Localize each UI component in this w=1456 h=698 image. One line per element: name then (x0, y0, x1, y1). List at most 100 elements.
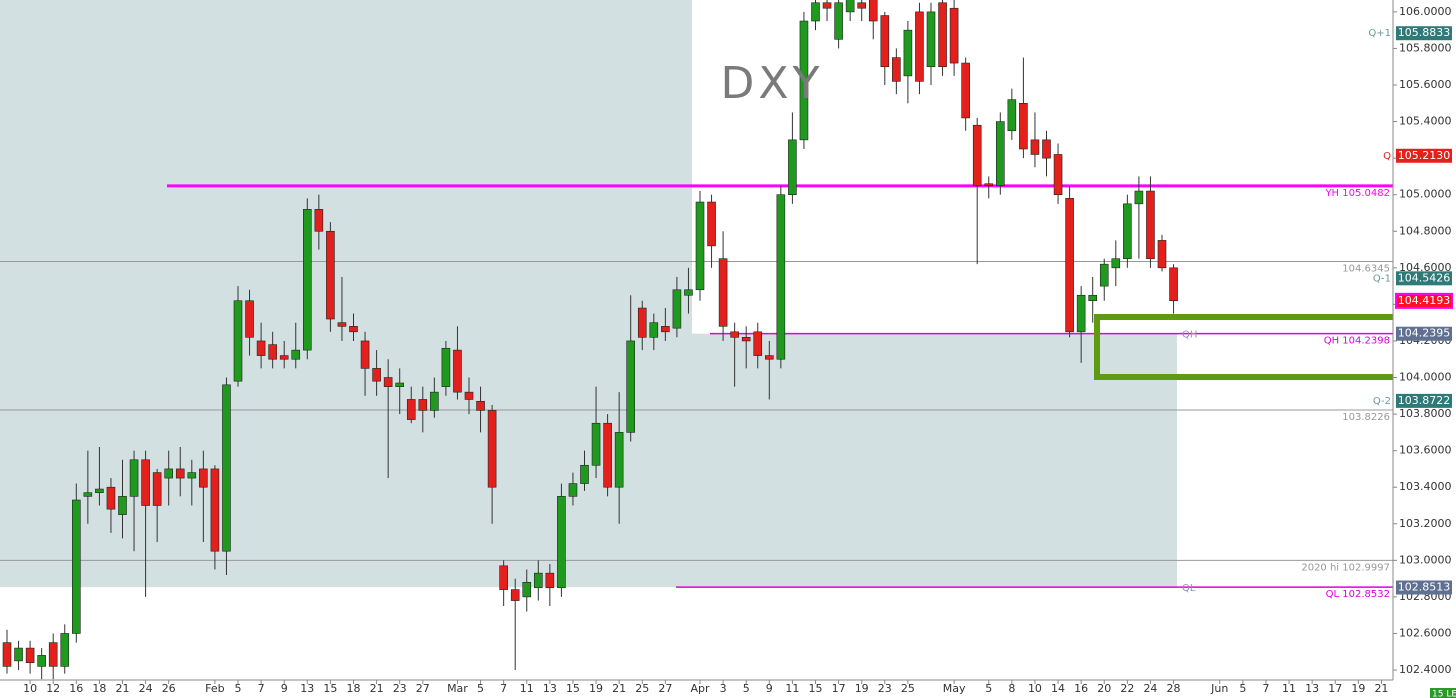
y-tick-label: 105.4000 (1399, 115, 1452, 128)
x-tick-label: 21 (612, 682, 626, 695)
price-tag-label: 104.4193 (1398, 294, 1451, 307)
x-tick-label: 14 (1051, 682, 1065, 695)
candle-body (187, 472, 197, 479)
candle-body (314, 209, 324, 232)
x-tick-label: 12 (46, 682, 60, 695)
y-tick-label: 104.8000 (1399, 224, 1452, 237)
candle-body (533, 572, 543, 589)
x-tick-label: 7 (1262, 682, 1269, 695)
candle-body (383, 377, 393, 387)
x-tick-label: 24 (139, 682, 153, 695)
candle-body (672, 289, 682, 329)
candle-body (718, 258, 728, 327)
candle-body (1169, 267, 1178, 302)
candle-body (903, 29, 913, 77)
x-tick-label: 28 (1167, 682, 1181, 695)
corner-tag-bg (1430, 688, 1456, 698)
candle-body (476, 400, 485, 411)
x-tick-label: 18 (347, 682, 361, 695)
y-tick-label: 106.0000 (1399, 5, 1452, 18)
candle-body (37, 655, 46, 667)
x-tick-label: 9 (281, 682, 288, 695)
candle-body (1088, 294, 1097, 302)
price-tag-label: 105.2130 (1398, 149, 1451, 162)
candle-body (1134, 190, 1144, 205)
candle-body (811, 2, 820, 22)
x-tick-label: 9 (766, 682, 773, 695)
y-tick-label: 103.0000 (1399, 553, 1452, 566)
y-tick-label: 103.2000 (1399, 517, 1452, 530)
x-tick-label: 22 (1120, 682, 1134, 695)
candle-body (499, 565, 508, 590)
level-value: 104.6345 (1342, 264, 1390, 275)
y-tick-label: 105.8000 (1399, 41, 1452, 54)
x-tick-label: 3 (720, 682, 727, 695)
price-tag (1396, 393, 1452, 408)
level-label: 104.6345 (1342, 264, 1390, 275)
candle-body (210, 468, 220, 552)
chart-title: DXY (721, 58, 824, 109)
x-tick-label: 11 (785, 682, 799, 695)
candle-body (822, 2, 832, 9)
price-tag (1396, 580, 1452, 595)
candle-body (268, 344, 277, 360)
candle-body (880, 15, 890, 68)
level-name: QL (1326, 589, 1340, 600)
candle-body (1146, 190, 1155, 259)
level-value: 102.9997 (1342, 562, 1390, 573)
x-tick-label: 26 (162, 682, 176, 695)
y-tick-label: 104.0000 (1399, 371, 1452, 384)
candle-body (510, 589, 520, 601)
candle-body (164, 468, 173, 479)
candles (2, 0, 1178, 680)
level-label: 2020 hi 102.9997 (1301, 562, 1390, 573)
candle-body (141, 459, 150, 506)
candle-body (961, 62, 970, 119)
candle-body (83, 492, 93, 497)
level-name: YH (1324, 188, 1339, 199)
price-tag-label: 104.5426 (1398, 271, 1451, 284)
candle-body (557, 496, 566, 589)
candle-body (545, 572, 555, 589)
y-tick-label: 105.0000 (1399, 188, 1452, 201)
candle-body (938, 2, 947, 68)
candle-body (360, 340, 370, 369)
candle-body (926, 11, 936, 68)
candle-body (48, 642, 58, 667)
candle-body (626, 340, 636, 433)
price-tag-name: Q-1 (1373, 273, 1391, 284)
candle-body (764, 355, 774, 360)
level-name: QH (1324, 336, 1339, 347)
candle-body (129, 459, 139, 497)
candle-body (175, 468, 185, 479)
y-tick-label: 105.6000 (1399, 78, 1452, 91)
x-tick-label: 15 (809, 682, 823, 695)
level-name: QL (1182, 583, 1196, 594)
corner-tag: 15 LE (1432, 690, 1456, 698)
candle-body (695, 201, 705, 291)
candle-body (1053, 154, 1063, 196)
x-tick-label: 15 (566, 682, 580, 695)
price-tag (1396, 271, 1452, 286)
level-label: QH 104.2398 (1324, 336, 1390, 347)
level-label: YH 105.0482 (1324, 188, 1390, 199)
candle-body (603, 422, 612, 488)
x-tick-label: 11 (520, 682, 534, 695)
candle-body (453, 349, 462, 393)
level-value: 102.8532 (1342, 589, 1390, 600)
candle-body (984, 183, 994, 186)
candle-body (580, 464, 589, 484)
candle-body (972, 124, 982, 186)
candle-body (1007, 99, 1017, 132)
candle-body (106, 486, 116, 510)
candle-body (788, 139, 797, 196)
candle-body (1042, 139, 1051, 159)
candle-body (233, 300, 243, 382)
candle-body (279, 355, 289, 360)
candle-body (1157, 240, 1167, 269)
candle-body (25, 647, 35, 664)
x-tick-label: 7 (500, 682, 507, 695)
candle-body (487, 410, 497, 488)
